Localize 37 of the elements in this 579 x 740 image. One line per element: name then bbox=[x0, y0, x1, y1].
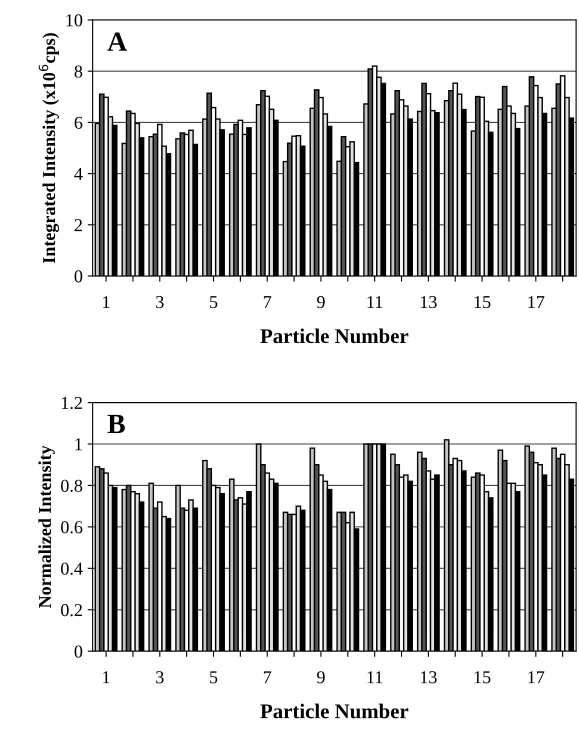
x-tick-label: 7 bbox=[264, 296, 272, 308]
y-tick-label: 4 bbox=[74, 168, 83, 180]
x-tick-label: 17 bbox=[528, 671, 544, 684]
y-tick-label: 1.2 bbox=[62, 396, 82, 410]
y-tick-label: 0 bbox=[74, 270, 82, 282]
y-tick-label: 10 bbox=[66, 14, 82, 26]
x-tick-label: 5 bbox=[210, 671, 218, 684]
y-tick-label: 2 bbox=[74, 219, 82, 232]
x-tick-label: 5 bbox=[210, 296, 218, 308]
x-tick-label: 13 bbox=[420, 671, 437, 684]
x-tick-label: 17 bbox=[528, 296, 544, 308]
x-tick-label: 1 bbox=[103, 296, 110, 308]
x-tick-label: 11 bbox=[368, 671, 382, 684]
y-tick-label: 0.4 bbox=[61, 562, 83, 575]
y-tick-label: 0.8 bbox=[61, 480, 82, 492]
x-tick-label: 3 bbox=[156, 671, 164, 684]
y-tick-label: 0.6 bbox=[61, 521, 82, 534]
x-tick-label: 7 bbox=[264, 671, 272, 684]
x-axis-title: Particle Number bbox=[260, 704, 408, 718]
x-tick-label: 15 bbox=[474, 296, 490, 308]
y-tick-label: 0.2 bbox=[61, 604, 82, 616]
y-tick-label: 6 bbox=[74, 116, 82, 129]
x-tick-label: 9 bbox=[317, 296, 325, 308]
x-tick-label: 13 bbox=[420, 296, 437, 308]
annotation: A bbox=[107, 32, 127, 51]
x-tick-label: 11 bbox=[368, 296, 382, 308]
x-tick-label: 3 bbox=[156, 296, 164, 308]
x-tick-label: 9 bbox=[317, 671, 325, 684]
y-tick-label: 1 bbox=[75, 438, 82, 450]
y-tick-label: 0 bbox=[74, 645, 82, 658]
x-axis-title: Particle Number bbox=[260, 328, 408, 344]
y-axis-title: Normalized Intensity bbox=[38, 446, 55, 608]
annotation: B bbox=[108, 414, 125, 434]
x-tick-label: 1 bbox=[103, 671, 110, 684]
x-tick-label: 15 bbox=[474, 671, 490, 684]
y-tick-label: 8 bbox=[74, 65, 82, 78]
y-axis-title: Integrated Intensity (x10$^{6}$cps) bbox=[38, 33, 59, 264]
